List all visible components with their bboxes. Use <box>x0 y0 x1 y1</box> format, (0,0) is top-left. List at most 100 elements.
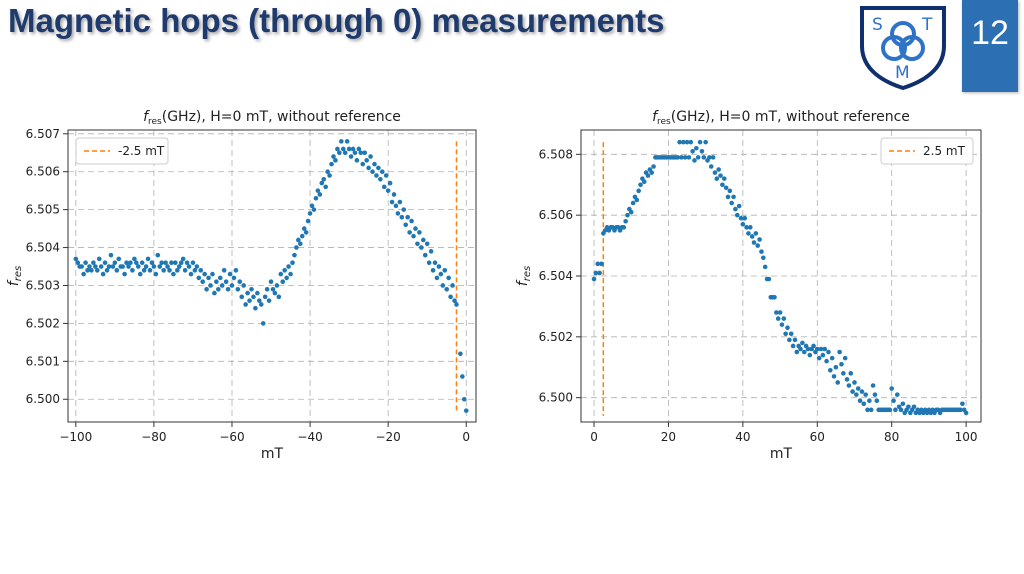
chart-0-points <box>73 139 469 413</box>
chart-0-point-26 <box>124 260 129 266</box>
chart-0-point-196 <box>458 351 463 357</box>
chart-1-point-162 <box>893 407 898 413</box>
chart-1-point-0 <box>591 276 597 282</box>
chart-1-point-169 <box>906 404 911 410</box>
chart-1-point-81 <box>742 215 748 221</box>
chart-0-point-160 <box>385 188 391 193</box>
chart-0-point-86 <box>241 283 246 288</box>
chart-0-point-174 <box>413 226 418 231</box>
chart-0-point-112 <box>292 252 297 258</box>
chart-1-point-51 <box>686 155 692 160</box>
chart-0-point-173 <box>411 233 416 239</box>
chart-0-point-97 <box>262 294 268 300</box>
chart-0-point-41 <box>153 271 159 277</box>
chart-0-legend-label: -2.5 mT <box>118 144 165 158</box>
chart-0-point-140 <box>346 146 352 152</box>
chart-0-point-127 <box>321 176 327 182</box>
chart-0-point-33 <box>137 271 143 277</box>
chart-0-point-52 <box>175 268 180 273</box>
chart-left: fres(GHz), H=0 mT, without reference −100… <box>6 109 477 462</box>
chart-1-point-1 <box>593 270 599 276</box>
chart-0-point-162 <box>389 199 395 205</box>
chart-0-point-7 <box>87 264 92 269</box>
chart-1-point-64 <box>710 155 716 160</box>
chart-0-point-190 <box>444 286 450 292</box>
chart-0-point-192 <box>448 294 453 300</box>
chart-1-point-150 <box>870 383 876 388</box>
chart-1-point-76 <box>733 206 738 212</box>
chart-1-point-2 <box>595 261 601 267</box>
chart-0-point-69 <box>208 283 213 288</box>
chart-1-point-24 <box>636 188 641 194</box>
chart-1-point-17 <box>623 218 628 224</box>
chart-0-x-tick-label-1: −80 <box>141 430 166 444</box>
chart-1-point-73 <box>727 188 733 194</box>
chart-1-point-65 <box>712 170 718 175</box>
chart-0-y-tick-label-4: 6.504 <box>26 241 60 255</box>
chart-1-point-172 <box>911 404 917 410</box>
chart-1-point-74 <box>729 200 734 206</box>
chart-0-point-54 <box>178 260 184 266</box>
chart-1-point-137 <box>846 383 852 388</box>
chart-1-point-86 <box>751 240 757 245</box>
chart-1-point-23 <box>634 197 640 203</box>
chart-0-point-73 <box>216 286 221 292</box>
chart-0-point-28 <box>128 260 133 266</box>
chart-0-point-34 <box>139 260 145 266</box>
chart-0-point-100 <box>268 279 274 284</box>
chart-0-point-195 <box>454 302 459 307</box>
chart-0-point-66 <box>202 271 207 277</box>
chart-0-point-168 <box>401 207 407 212</box>
chart-0-point-82 <box>233 268 239 273</box>
chart-1-point-67 <box>716 167 721 172</box>
chart-1-point-97 <box>772 294 777 300</box>
chart-0-point-189 <box>442 268 448 273</box>
chart-1-point-200 <box>963 410 969 416</box>
chart-0-point-106 <box>280 279 286 284</box>
slide-title: Magnetic hops (through 0) measurements <box>8 2 665 39</box>
chart-0-point-170 <box>405 214 410 220</box>
chart-0-point-187 <box>438 271 444 277</box>
chart-0-point-145 <box>356 146 362 152</box>
page-number: 12 <box>971 14 1009 52</box>
chart-0-point-191 <box>446 275 451 281</box>
chart-1-point-132 <box>837 349 842 355</box>
chart-1-point-3 <box>597 270 602 276</box>
chart-1-point-60 <box>703 139 708 145</box>
chart-0-point-47 <box>165 264 170 269</box>
chart-0-point-144 <box>354 158 360 163</box>
chart-0-point-49 <box>169 260 174 266</box>
chart-1-point-101 <box>779 322 785 327</box>
chart-0-point-158 <box>381 184 387 190</box>
chart-0-point-1 <box>75 260 81 266</box>
chart-0-point-76 <box>221 268 227 273</box>
chart-0-point-16 <box>104 268 110 273</box>
logo-shield: S T M <box>860 6 946 90</box>
chart-1-x-tick-label-4: 80 <box>884 430 899 444</box>
chart-1-point-123 <box>820 352 826 358</box>
chart-1-point-69 <box>720 182 725 188</box>
chart-0-point-121 <box>309 203 315 209</box>
chart-0-y-tick-label-5: 6.505 <box>26 203 60 217</box>
chart-0-point-128 <box>323 184 328 190</box>
chart-0-point-177 <box>419 245 424 250</box>
chart-1-x-tick-label-5: 100 <box>955 430 978 444</box>
chart-1-point-29 <box>645 173 651 178</box>
chart-0-point-74 <box>217 275 223 281</box>
chart-0-point-131 <box>329 161 334 167</box>
chart-0-point-70 <box>210 271 215 277</box>
chart-1-point-68 <box>718 173 723 178</box>
chart-0-point-90 <box>249 286 254 292</box>
chart-0-point-77 <box>223 279 229 284</box>
chart-1-point-71 <box>723 185 729 191</box>
chart-1-point-140 <box>852 380 857 385</box>
chart-0-point-136 <box>339 139 344 144</box>
chart-1-point-166 <box>900 401 906 407</box>
chart-0-point-53 <box>176 264 182 269</box>
chart-1-point-134 <box>841 371 846 376</box>
chart-0-point-199 <box>463 408 469 413</box>
chart-0-point-103 <box>274 283 280 288</box>
chart-0-point-164 <box>393 203 399 209</box>
chart-1-point-92 <box>762 264 768 270</box>
chart-0-point-4 <box>81 271 86 277</box>
